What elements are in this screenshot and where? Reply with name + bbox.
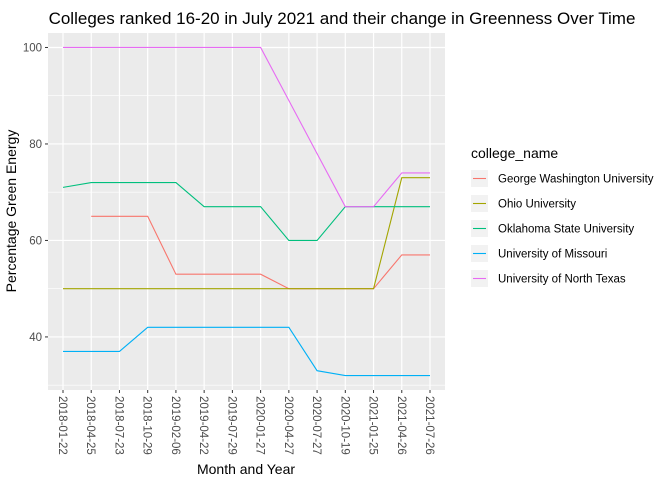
legend-title: college_name — [471, 145, 558, 161]
x-tick-label: 2020-01-27 — [254, 396, 266, 455]
legend-label: Oklahoma State University — [498, 224, 634, 236]
y-axis: 40 60 80 100 — [23, 42, 48, 344]
series-line — [63, 326, 430, 377]
legend-label: University of Missouri — [498, 249, 607, 261]
x-tick-label: 2018-10-29 — [141, 396, 153, 455]
legend-label: University of North Texas — [498, 274, 626, 286]
x-tick-label: 2021-04-26 — [395, 396, 407, 455]
y-axis-label: Percentage Green Energy — [3, 130, 19, 293]
y-tick-label: 80 — [29, 139, 42, 151]
y-tick-label: 100 — [23, 42, 42, 54]
plot-panel — [48, 33, 445, 390]
x-tick-label: 2020-07-27 — [310, 396, 322, 455]
x-tick-label: 2018-01-22 — [56, 396, 68, 455]
x-tick-label: 2019-07-29 — [225, 396, 237, 455]
x-axis: 2018-01-22 2018-04-25 2018-07-23 2018-10-29… — [56, 390, 435, 455]
x-tick-label: 2020-04-27 — [282, 396, 294, 455]
series-lines — [62, 46, 430, 377]
y-tick-label: 40 — [29, 332, 42, 344]
x-tick-label: 2019-04-22 — [197, 396, 209, 455]
series-line — [63, 177, 430, 290]
x-tick-label: 2018-07-23 — [112, 396, 124, 455]
legend: college_name George Washington Universit… — [471, 145, 654, 287]
series-line — [63, 46, 430, 208]
x-tick-label: 2019-02-06 — [169, 396, 181, 455]
legend-label: George Washington University — [498, 174, 654, 186]
y-tick-label: 60 — [29, 235, 42, 247]
x-tick-label: 2018-04-25 — [84, 396, 96, 455]
x-tick-label: 2021-07-26 — [423, 396, 435, 455]
legend-label: Ohio University — [498, 199, 576, 211]
chart-title: Colleges ranked 16-20 in July 2021 and t… — [49, 9, 636, 28]
x-tick-label: 2021-01-25 — [367, 396, 379, 455]
x-axis-label: Month and Year — [197, 461, 295, 477]
x-tick-label: 2020-10-19 — [338, 396, 350, 455]
